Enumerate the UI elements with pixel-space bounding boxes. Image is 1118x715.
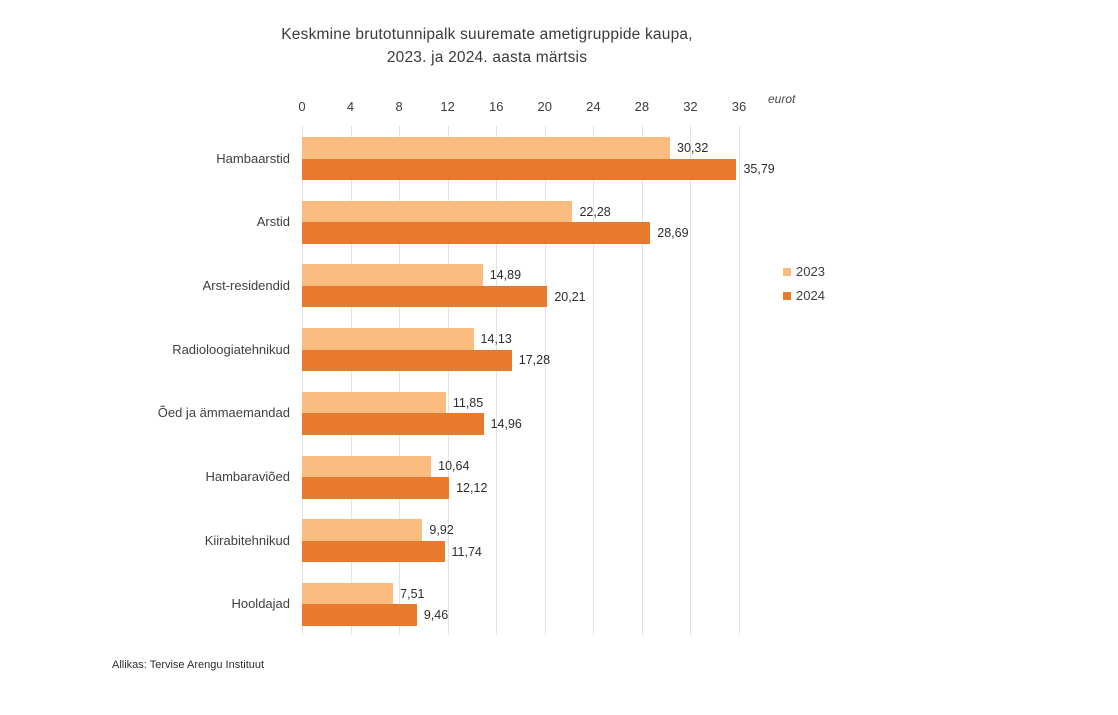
gridline (641, 126, 643, 635)
bar-2023 (302, 519, 423, 541)
x-tick-label: 36 (731, 99, 747, 114)
legend-item-2024: 2024 (783, 288, 825, 304)
bar-2023 (302, 582, 394, 605)
bar-2023 (302, 200, 573, 223)
value-label-2023: 11,85 (452, 395, 484, 410)
x-tick-label: 4 (346, 99, 355, 114)
bar-2023 (302, 328, 474, 350)
bar-2024 (302, 477, 450, 499)
bar-2023 (302, 137, 671, 159)
value-label-2023: 14,13 (480, 331, 512, 346)
legend-label: 2024 (796, 288, 825, 303)
value-label-2023: 9,92 (429, 523, 454, 537)
bar-2023 (302, 391, 446, 414)
gridline (447, 126, 449, 635)
value-label-2024: 14,96 (490, 417, 522, 432)
value-label-2024: 17,28 (518, 353, 551, 368)
legend: 2023 2024 (783, 264, 825, 312)
value-label-2024: 20,21 (554, 289, 586, 304)
legend-swatch-2023 (783, 268, 791, 276)
bar-2024 (302, 222, 651, 244)
axis-unit-label: eurot (768, 92, 796, 106)
x-tick-label: 28 (634, 99, 650, 114)
gridline (350, 126, 352, 635)
bar-2024 (302, 413, 484, 435)
legend-swatch-2024 (783, 292, 791, 300)
x-tick-label: 8 (395, 99, 403, 114)
chart-title-line2: 2023. ja 2024. aasta märtsis (386, 49, 588, 66)
category-label: Hambaraviõed (205, 469, 290, 484)
gridline (544, 126, 546, 635)
gridline (690, 126, 692, 635)
x-tick-label: 24 (586, 99, 601, 114)
category-label: Kiirabitehnikud (204, 532, 290, 548)
gridline (496, 126, 498, 635)
chart-title-line1: Keskmine brutotunnipalk suuremate ametig… (281, 26, 693, 43)
bar-2024 (302, 158, 737, 180)
chart-title: Keskmine brutotunnipalk suuremate ametig… (0, 23, 974, 69)
bar-2024 (302, 604, 417, 626)
category-label: Arst-residendid (202, 277, 290, 293)
category-label: Radioloogiatehnikud (172, 341, 290, 357)
value-label-2023: 22,28 (579, 204, 611, 219)
x-tick-label: 20 (537, 99, 552, 114)
x-tick-label: 32 (683, 99, 698, 114)
value-label-2024: 11,74 (451, 544, 482, 559)
source-note: Allikas: Tervise Arengu Instituut (112, 659, 265, 671)
value-label-2024: 12,12 (456, 480, 488, 495)
x-tick-label: 0 (298, 99, 306, 114)
value-label-2024: 9,46 (423, 608, 449, 623)
gridline (739, 126, 740, 635)
category-label: Arstid (256, 214, 290, 230)
value-label-2024: 35,79 (743, 162, 775, 177)
bar-2024 (302, 349, 512, 372)
gridline (302, 126, 303, 635)
legend-label: 2023 (796, 264, 825, 279)
category-label: Hambaarstid (216, 150, 290, 166)
value-label-2023: 14,89 (489, 268, 522, 283)
bar-2023 (302, 455, 432, 477)
bar-2024 (302, 285, 548, 308)
x-tick-label: 12 (440, 99, 455, 114)
value-label-2023: 10,64 (438, 459, 470, 474)
gridline (593, 126, 595, 635)
value-label-2024: 28,69 (657, 226, 689, 240)
category-label: Hooldajad (231, 596, 290, 612)
category-label: Õed ja ämmaemandad (157, 405, 290, 421)
bar-2024 (302, 540, 445, 563)
plot-area: 0 4 8 12 16 20 24 28 32 36 30,32 35,79 22,28 28,69 14,… (298, 99, 775, 638)
gridline (399, 126, 401, 635)
value-label-2023: 30,32 (677, 140, 709, 155)
legend-item-2023: 2023 (783, 264, 825, 280)
bar-2023 (302, 264, 483, 286)
x-tick-label: 16 (488, 99, 504, 114)
value-label-2023: 7,51 (400, 586, 425, 601)
